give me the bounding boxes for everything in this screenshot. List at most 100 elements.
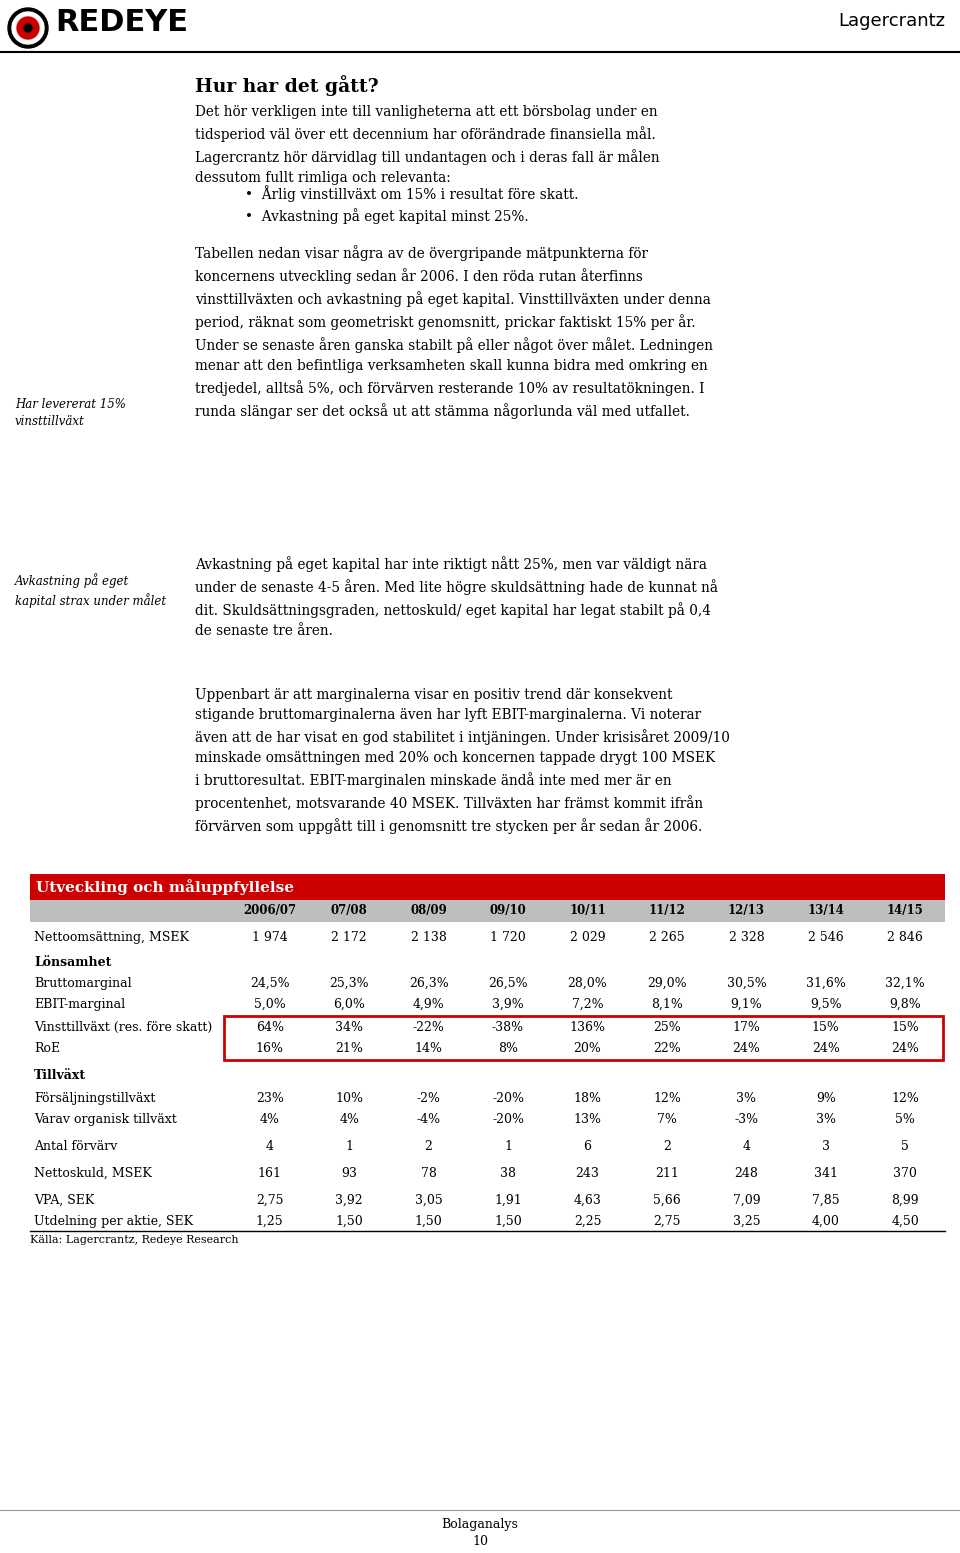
Text: 64%: 64% <box>255 1020 284 1034</box>
Text: 23%: 23% <box>255 1092 283 1106</box>
Text: 9%: 9% <box>816 1092 836 1106</box>
Text: -3%: -3% <box>734 1114 758 1126</box>
Text: 24%: 24% <box>732 1042 760 1054</box>
Text: 1 974: 1 974 <box>252 930 288 944</box>
Text: 3,92: 3,92 <box>335 1194 363 1207</box>
Text: Antal förvärv: Antal förvärv <box>34 1140 117 1152</box>
Text: 32,1%: 32,1% <box>885 977 925 989</box>
Text: 3,9%: 3,9% <box>492 999 524 1011</box>
Text: 24,5%: 24,5% <box>250 977 290 989</box>
Text: Försäljningstillväxt: Försäljningstillväxt <box>34 1092 156 1106</box>
Text: 11/12: 11/12 <box>649 904 685 918</box>
Text: 6: 6 <box>584 1140 591 1152</box>
Text: 243: 243 <box>576 1166 599 1180</box>
Text: 370: 370 <box>894 1166 917 1180</box>
Text: 78: 78 <box>420 1166 437 1180</box>
Text: EBIT-marginal: EBIT-marginal <box>34 999 125 1011</box>
Text: 4,9%: 4,9% <box>413 999 444 1011</box>
Text: 2 846: 2 846 <box>887 930 924 944</box>
Bar <box>30 901 945 922</box>
Text: 5%: 5% <box>896 1114 915 1126</box>
Text: 7,85: 7,85 <box>812 1194 840 1207</box>
Text: Bolaganalys: Bolaganalys <box>442 1517 518 1531</box>
Text: RoE: RoE <box>34 1042 60 1054</box>
Text: -20%: -20% <box>492 1092 524 1106</box>
Text: 10%: 10% <box>335 1092 363 1106</box>
Text: 24%: 24% <box>891 1042 920 1054</box>
Text: Uppenbart är att marginalerna visar en positiv trend där konsekvent
stigande bru: Uppenbart är att marginalerna visar en p… <box>195 688 730 834</box>
Text: 4: 4 <box>742 1140 751 1152</box>
Text: -4%: -4% <box>417 1114 441 1126</box>
Text: 4,50: 4,50 <box>892 1214 919 1228</box>
Text: 4%: 4% <box>339 1114 359 1126</box>
Text: 1: 1 <box>504 1140 512 1152</box>
Text: 3: 3 <box>822 1140 829 1152</box>
Text: Utveckling och måluppfyllelse: Utveckling och måluppfyllelse <box>36 879 294 895</box>
Circle shape <box>12 12 44 43</box>
Text: -22%: -22% <box>413 1020 444 1034</box>
Text: VPA, SEK: VPA, SEK <box>34 1194 94 1207</box>
Text: 28,0%: 28,0% <box>567 977 608 989</box>
Text: 211: 211 <box>655 1166 679 1180</box>
Text: 2 138: 2 138 <box>411 930 446 944</box>
Text: 3,25: 3,25 <box>732 1214 760 1228</box>
Text: 7,09: 7,09 <box>732 1194 760 1207</box>
Text: 20%: 20% <box>573 1042 601 1054</box>
Text: Nettoomsättning, MSEK: Nettoomsättning, MSEK <box>34 930 189 944</box>
Text: -38%: -38% <box>492 1020 524 1034</box>
Text: Källa: Lagercrantz, Redeye Research: Källa: Lagercrantz, Redeye Research <box>30 1235 239 1246</box>
Text: 2 029: 2 029 <box>569 930 606 944</box>
Text: Utdelning per aktie, SEK: Utdelning per aktie, SEK <box>34 1214 193 1228</box>
Text: 12/13: 12/13 <box>728 904 765 918</box>
Bar <box>224 1016 943 1061</box>
Circle shape <box>24 23 32 33</box>
Text: 2 265: 2 265 <box>649 930 684 944</box>
Text: -2%: -2% <box>417 1092 441 1106</box>
Text: 07/08: 07/08 <box>331 904 368 918</box>
Text: 25,3%: 25,3% <box>329 977 369 989</box>
Text: 12%: 12% <box>891 1092 920 1106</box>
Text: Avkastning på eget kapital har inte riktigt nått 25%, men var väldigt nära
under: Avkastning på eget kapital har inte rikt… <box>195 556 718 638</box>
Text: 9,1%: 9,1% <box>731 999 762 1011</box>
Text: Lönsamhet: Lönsamhet <box>34 957 111 969</box>
Text: 22%: 22% <box>653 1042 681 1054</box>
Text: 12%: 12% <box>653 1092 681 1106</box>
Text: 1: 1 <box>346 1140 353 1152</box>
Text: 3%: 3% <box>736 1092 756 1106</box>
Text: 5: 5 <box>901 1140 909 1152</box>
Text: 4,63: 4,63 <box>573 1194 601 1207</box>
Text: 4%: 4% <box>260 1114 279 1126</box>
Text: Har levererat 15%
vinsttillväxt: Har levererat 15% vinsttillväxt <box>15 398 126 429</box>
Text: 10/11: 10/11 <box>569 904 606 918</box>
Text: 2,75: 2,75 <box>653 1214 681 1228</box>
Circle shape <box>8 8 48 48</box>
Text: Tabellen nedan visar några av de övergripande mätpunkterna för
koncernens utveck: Tabellen nedan visar några av de övergri… <box>195 245 713 419</box>
Text: •  Avkastning på eget kapital minst 25%.: • Avkastning på eget kapital minst 25%. <box>245 208 529 224</box>
Text: 93: 93 <box>341 1166 357 1180</box>
Text: 5,66: 5,66 <box>653 1194 681 1207</box>
Text: 8,99: 8,99 <box>892 1194 919 1207</box>
Text: 17%: 17% <box>732 1020 760 1034</box>
Text: Hur har det gått?: Hur har det gått? <box>195 75 378 96</box>
Text: 21%: 21% <box>335 1042 363 1054</box>
Text: 14/15: 14/15 <box>887 904 924 918</box>
Text: 4,00: 4,00 <box>812 1214 840 1228</box>
Text: 15%: 15% <box>891 1020 920 1034</box>
Text: 2 172: 2 172 <box>331 930 367 944</box>
Text: 2 328: 2 328 <box>729 930 764 944</box>
Text: •  Årlig vinstillväxt om 15% i resultat före skatt.: • Årlig vinstillväxt om 15% i resultat f… <box>245 185 579 202</box>
Text: 14%: 14% <box>415 1042 443 1054</box>
Text: 16%: 16% <box>255 1042 284 1054</box>
Text: 161: 161 <box>257 1166 281 1180</box>
Text: 2 546: 2 546 <box>808 930 844 944</box>
Text: 2,75: 2,75 <box>256 1194 283 1207</box>
Text: 13/14: 13/14 <box>807 904 844 918</box>
Text: 24%: 24% <box>812 1042 840 1054</box>
Text: 6,0%: 6,0% <box>333 999 365 1011</box>
Text: 1 720: 1 720 <box>491 930 526 944</box>
Text: 1,50: 1,50 <box>415 1214 443 1228</box>
Text: Nettoskuld, MSEK: Nettoskuld, MSEK <box>34 1166 152 1180</box>
Text: Avkastning på eget
kapital strax under målet: Avkastning på eget kapital strax under m… <box>15 573 166 607</box>
Bar <box>30 874 945 901</box>
Text: 38: 38 <box>500 1166 516 1180</box>
